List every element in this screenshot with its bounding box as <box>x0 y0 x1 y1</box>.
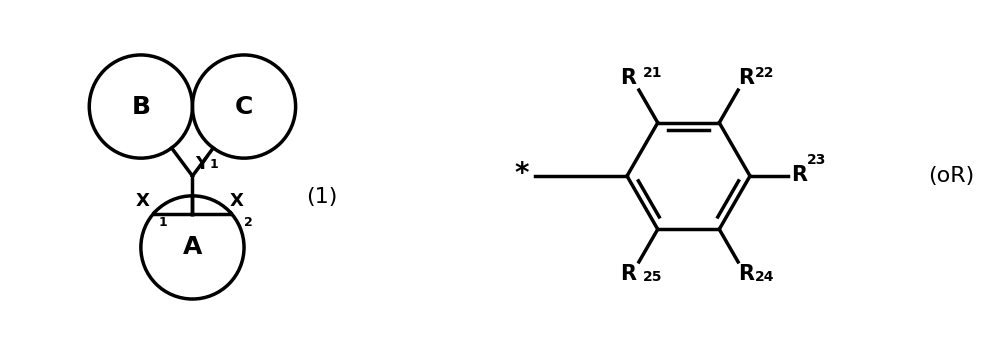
Text: B: B <box>131 95 150 119</box>
Text: 21: 21 <box>643 66 662 80</box>
Text: X: X <box>230 192 244 210</box>
Text: C: C <box>235 95 253 119</box>
Text: R: R <box>620 264 636 284</box>
Text: (1): (1) <box>306 187 337 207</box>
Text: 25: 25 <box>643 270 662 284</box>
Text: 24: 24 <box>755 270 774 284</box>
Text: A: A <box>183 235 202 259</box>
Text: *: * <box>514 160 529 188</box>
Text: R: R <box>620 68 636 88</box>
Text: 22: 22 <box>755 66 774 80</box>
Text: R: R <box>738 264 754 284</box>
Text: 1: 1 <box>159 216 167 229</box>
Text: 2: 2 <box>244 216 253 229</box>
Text: (oR): (oR) <box>928 166 975 186</box>
Text: R: R <box>791 165 807 185</box>
Text: 1: 1 <box>209 158 218 171</box>
Text: X: X <box>136 192 150 210</box>
Text: R: R <box>738 68 754 88</box>
Text: 23: 23 <box>807 153 826 167</box>
Text: Y: Y <box>195 155 209 173</box>
